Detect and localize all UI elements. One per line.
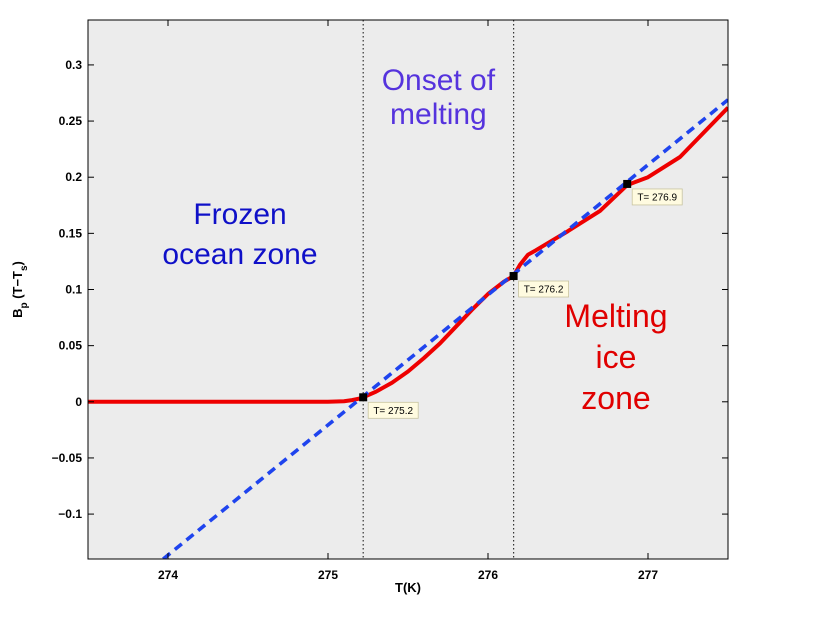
annotation-1: Onset of melting — [382, 64, 496, 131]
y-tick-label: −0.05 — [52, 451, 83, 465]
marker-label-2: T= 276.2 — [524, 285, 564, 296]
marker-label-box-3 — [631, 188, 683, 206]
plot-area — [88, 20, 728, 559]
x-tick-label: 277 — [638, 568, 658, 582]
x-axis-label: T(K) — [395, 580, 421, 595]
axis-ticks: 274 275 276 277 −0.1 −0.05 0 0.05 0.1 0.15 0.2 0.25… — [52, 20, 728, 582]
marker-1 — [359, 393, 368, 402]
annotation-2: Frozen ocean zone — [162, 198, 317, 271]
x-tick-label: 276 — [478, 568, 498, 582]
y-tick-label: 0.05 — [59, 339, 83, 353]
annotation-3: Melting ice zone — [564, 298, 667, 416]
zone-annotations: Onset of melting Frozen ocean zone Melting ic… — [162, 64, 667, 416]
marker-label-3: T= 276.9 — [637, 192, 677, 203]
vertical-reference-lines — [362, 20, 515, 559]
markers: T= 275.2 T= 276.2 T= 276.9 — [359, 179, 683, 419]
marker-3 — [623, 179, 632, 188]
y-tick-label: 0 — [75, 395, 82, 409]
marker-label-box-2 — [518, 280, 569, 298]
y-axis-label: Bp (T−Ts) — [10, 261, 30, 318]
y-tick-label: 0.2 — [65, 170, 82, 184]
y-tick-label: 0.25 — [59, 114, 83, 128]
x-tick-label: 275 — [318, 568, 338, 582]
marker-label-box-1 — [367, 401, 419, 419]
marker-label-1: T= 275.2 — [373, 406, 413, 417]
y-tick-label: −0.1 — [58, 507, 82, 521]
y-tick-label: 0.3 — [65, 58, 82, 72]
marker-2 — [509, 272, 518, 281]
x-tick-label: 274 — [158, 568, 178, 582]
series-line-dashed-blue — [162, 98, 728, 559]
y-tick-label: 0.15 — [59, 226, 83, 240]
y-tick-label: 0.1 — [65, 283, 82, 297]
